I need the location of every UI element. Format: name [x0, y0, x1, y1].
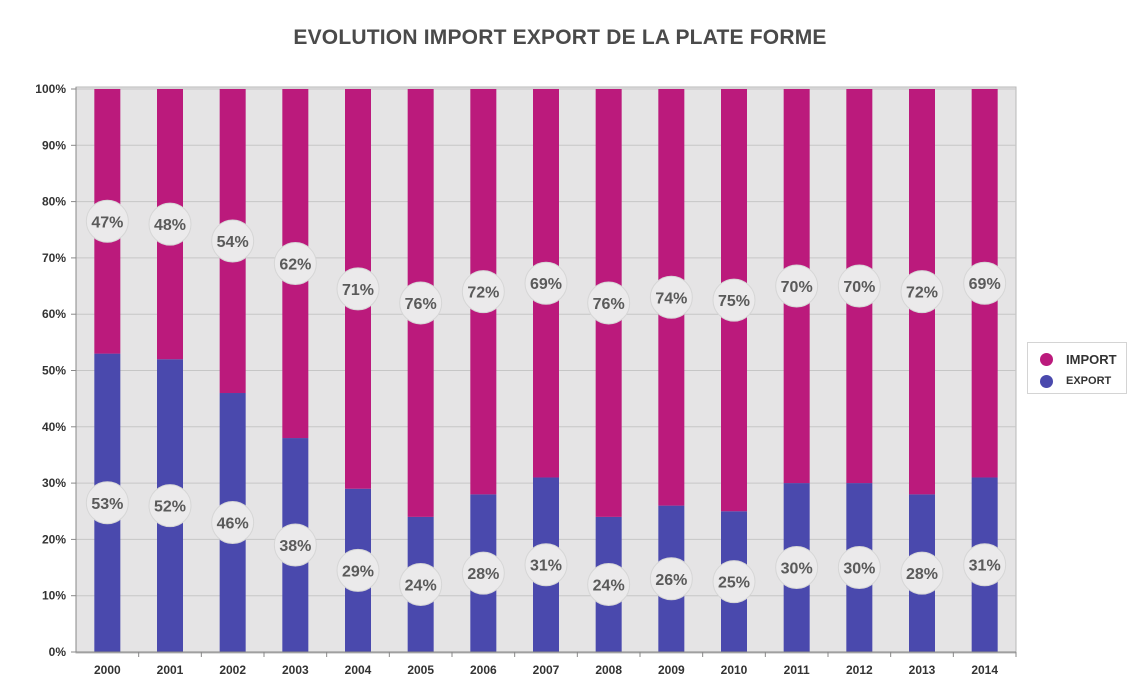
- x-tick-label: 2014: [971, 663, 998, 677]
- legend-label-export: EXPORT: [1066, 375, 1112, 387]
- data-label-export: 31%: [530, 558, 562, 575]
- data-label-export: 38%: [279, 538, 311, 555]
- y-tick-label: 20%: [42, 532, 66, 546]
- data-label-import: 71%: [342, 282, 374, 299]
- data-label-export: 53%: [91, 496, 123, 513]
- data-label-import: 70%: [843, 279, 875, 296]
- y-tick-label: 0%: [49, 645, 67, 659]
- data-label-import: 74%: [655, 290, 687, 307]
- data-label-export: 46%: [217, 516, 249, 533]
- data-label-import: 47%: [91, 214, 123, 231]
- data-label-badge-import: [837, 264, 881, 308]
- x-tick-label: 2002: [219, 663, 246, 677]
- data-label-badge-import: [399, 281, 443, 325]
- data-label-badge-export: [524, 543, 568, 587]
- data-label-badge-export: [837, 546, 881, 590]
- y-tick-label: 50%: [42, 364, 66, 378]
- legend-label-import: IMPORT: [1066, 351, 1117, 367]
- data-label-export: 28%: [467, 566, 499, 583]
- data-label-badge-export: [963, 543, 1007, 587]
- data-label-import: 75%: [718, 293, 750, 310]
- legend-item-import: IMPORT: [1040, 350, 1117, 368]
- data-label-export: 24%: [593, 577, 625, 594]
- x-tick-label: 2000: [94, 663, 121, 677]
- data-label-badge-import: [649, 275, 693, 319]
- data-label-badge-import: [775, 264, 819, 308]
- y-tick-label: 90%: [42, 138, 66, 152]
- x-tick-label: 2010: [721, 663, 748, 677]
- data-label-badge-export: [399, 562, 443, 606]
- data-label-badge-import: [85, 199, 129, 243]
- x-tick-label: 2003: [282, 663, 309, 677]
- y-tick-label: 60%: [42, 307, 66, 321]
- legend-item-export: EXPORT: [1040, 372, 1111, 390]
- data-label-import: 69%: [969, 276, 1001, 293]
- x-tick-label: 2012: [846, 663, 873, 677]
- data-label-badge-import: [963, 261, 1007, 305]
- data-label-import: 76%: [593, 296, 625, 313]
- data-label-import: 76%: [405, 296, 437, 313]
- data-label-export: 26%: [655, 572, 687, 589]
- data-label-badge-export: [273, 523, 317, 567]
- data-label-badge-import: [712, 278, 756, 322]
- legend: IMPORT EXPORT: [1027, 342, 1127, 394]
- data-label-badge-import: [273, 242, 317, 286]
- data-label-import: 62%: [279, 257, 311, 274]
- y-tick-label: 30%: [42, 476, 66, 490]
- data-label-badge-export: [85, 481, 129, 525]
- data-label-import: 72%: [906, 285, 938, 302]
- x-tick-label: 2009: [658, 663, 685, 677]
- data-label-export: 25%: [718, 575, 750, 592]
- data-label-badge-export: [775, 546, 819, 590]
- x-tick-label: 2005: [407, 663, 434, 677]
- data-label-badge-import: [900, 270, 944, 314]
- data-label-badge-import: [148, 202, 192, 246]
- x-tick-label: 2008: [595, 663, 622, 677]
- data-label-import: 72%: [467, 285, 499, 302]
- legend-swatch-export: [1040, 374, 1053, 388]
- x-tick-label: 2007: [533, 663, 560, 677]
- y-tick-label: 70%: [42, 251, 66, 265]
- data-labels: 53% 47% 52% 48% 46% 54% 38% 62% 29% 71% 24% 76% 28% 7…: [85, 199, 1007, 606]
- axes: 0% 10% 20% 30% 40% 50% 60% 70% 80% 90% 100% 2000 200…: [35, 82, 1017, 677]
- data-label-badge-import: [211, 219, 255, 263]
- x-tick-label: 2013: [909, 663, 936, 677]
- data-label-badge-import: [461, 270, 505, 314]
- data-label-badge-export: [649, 557, 693, 601]
- y-tick-label: 80%: [42, 195, 66, 209]
- data-label-export: 30%: [843, 561, 875, 578]
- data-label-import: 70%: [781, 279, 813, 296]
- data-label-badge-import: [587, 281, 631, 325]
- data-label-import: 54%: [217, 234, 249, 251]
- data-label-export: 31%: [969, 558, 1001, 575]
- data-label-badge-export: [461, 551, 505, 595]
- x-tick-label: 2004: [345, 663, 372, 677]
- x-tick-label: 2001: [157, 663, 184, 677]
- data-label-import: 69%: [530, 276, 562, 293]
- data-label-badge-import: [524, 261, 568, 305]
- data-label-badge-export: [211, 501, 255, 545]
- data-label-badge-import: [336, 267, 380, 311]
- data-label-export: 28%: [906, 566, 938, 583]
- data-label-badge-export: [900, 551, 944, 595]
- data-label-badge-export: [336, 548, 380, 592]
- legend-swatch-import: [1040, 352, 1053, 366]
- y-tick-label: 100%: [35, 82, 66, 96]
- y-tick-label: 10%: [42, 589, 66, 603]
- data-label-badge-export: [712, 560, 756, 604]
- data-label-badge-export: [148, 484, 192, 528]
- data-label-export: 52%: [154, 499, 186, 516]
- data-label-export: 29%: [342, 563, 374, 580]
- data-label-export: 24%: [405, 577, 437, 594]
- x-tick-label: 2006: [470, 663, 497, 677]
- data-label-badge-export: [587, 562, 631, 606]
- y-tick-label: 40%: [42, 420, 66, 434]
- x-tick-label: 2011: [784, 663, 810, 677]
- chart-title: EVOLUTION IMPORT EXPORT DE LA PLATE FORM…: [293, 26, 827, 49]
- data-label-export: 30%: [781, 561, 813, 578]
- data-label-import: 48%: [154, 217, 186, 234]
